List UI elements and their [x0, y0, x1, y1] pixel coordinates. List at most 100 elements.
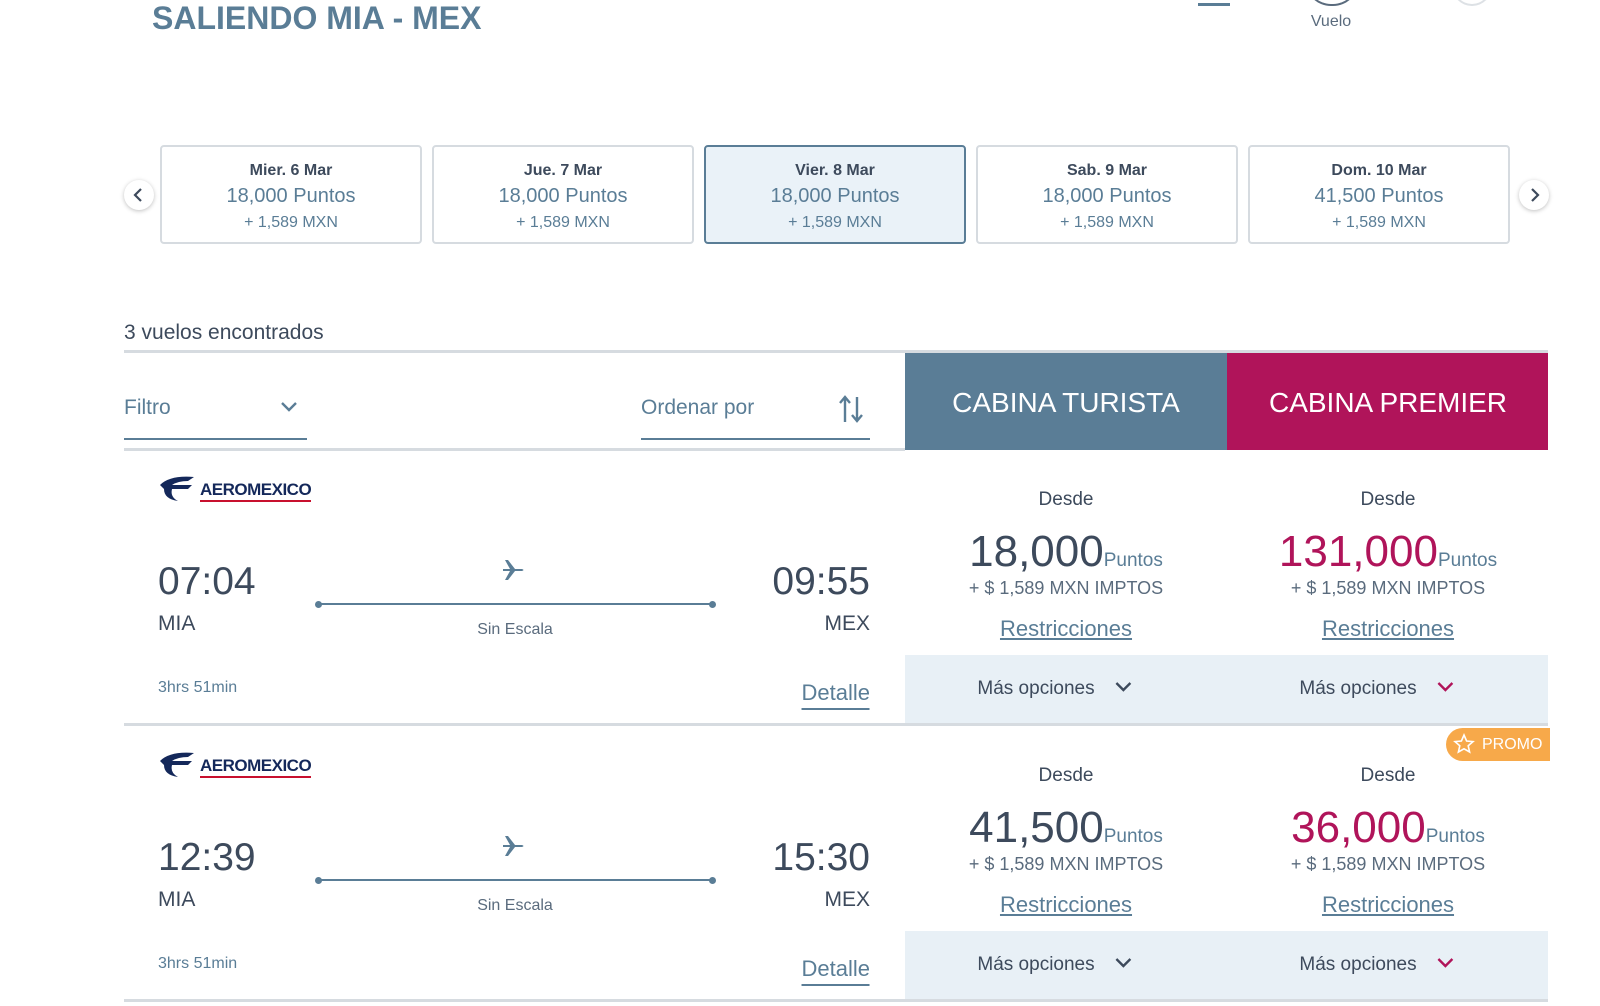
- restrictions-link[interactable]: Restricciones: [999, 616, 1133, 641]
- restrictions-link[interactable]: Restricciones: [1321, 616, 1455, 641]
- cabin-tab[interactable]: [1227, 353, 1548, 450]
- divider: [124, 350, 1548, 353]
- fare-unit: Puntos: [1103, 826, 1163, 847]
- arrive-time: 09:55: [772, 560, 870, 603]
- more-options-label: Más opciones: [1299, 954, 1417, 975]
- logo-icon: [160, 752, 194, 777]
- filter-dropdown[interactable]: Filtro: [124, 396, 307, 440]
- fare-from: Desde: [1360, 765, 1416, 786]
- date-cash: + 1,589 MXN: [1332, 214, 1426, 231]
- fare-taxes: + $ 1,589 MXN IMPTOS: [1290, 578, 1486, 598]
- fare-from: Desde: [1360, 489, 1416, 510]
- duration: 3hrs 51min: [158, 679, 238, 696]
- plane-icon: [503, 836, 524, 856]
- options-bar: [905, 655, 1548, 723]
- airline-name: AEROMEXICO: [200, 756, 312, 778]
- fare-unit: Puntos: [1437, 550, 1498, 571]
- date-day: Sab. 9 Mar: [1066, 162, 1148, 179]
- date-points: 18,000 Puntos: [226, 185, 356, 207]
- date-card[interactable]: Vier. 8 Mar 18,000 Puntos + 1,589 MXN: [704, 145, 966, 244]
- fare-price: 36,000Puntos: [1291, 803, 1485, 853]
- fare-points: 131,000: [1278, 527, 1438, 576]
- fare-from: Desde: [1038, 489, 1094, 510]
- date-card[interactable]: Dom. 10 Mar 41,500 Puntos + 1,589 MXN: [1248, 145, 1510, 244]
- airline-logo: AEROMEXICO: [158, 749, 312, 784]
- depart-time: 07:04: [158, 560, 256, 603]
- date-cash: + 1,589 MXN: [788, 214, 882, 231]
- date-card[interactable]: Jue. 7 Mar 18,000 Puntos + 1,589 MXN: [432, 145, 694, 244]
- depart-time: 12:39: [158, 836, 256, 879]
- fare-from: Desde: [1038, 765, 1094, 786]
- sort-dropdown[interactable]: Ordenar por: [641, 395, 870, 440]
- fare-points: 36,000: [1291, 803, 1426, 852]
- more-options[interactable]: Más opciones: [1299, 954, 1456, 976]
- plane-icon: [503, 560, 524, 580]
- page-title: SALIENDO MIA - MEX: [152, 0, 482, 36]
- date-points: 18,000 Puntos: [498, 185, 628, 207]
- more-options[interactable]: Más opciones: [1299, 678, 1456, 700]
- date-points: 18,000 Puntos: [1042, 185, 1172, 207]
- stops: Sin Escala: [477, 897, 553, 914]
- restrictions-link[interactable]: Restricciones: [1321, 892, 1455, 917]
- divider: [124, 999, 1548, 1002]
- fare-price: 18,000Puntos: [969, 527, 1163, 577]
- date-day: Dom. 10 Mar: [1331, 162, 1427, 179]
- fare-points: 41,500: [969, 803, 1104, 852]
- more-options[interactable]: Más opciones: [977, 954, 1134, 976]
- prev-arrow[interactable]: [124, 180, 154, 210]
- logo-icon: [160, 476, 194, 501]
- fare-unit: Puntos: [1103, 550, 1163, 571]
- route-dot: [709, 601, 716, 608]
- date-points: 18,000 Puntos: [770, 185, 900, 207]
- fare-unit: Puntos: [1425, 826, 1485, 847]
- fare-taxes: + $ 1,589 MXN IMPTOS: [1290, 854, 1486, 874]
- more-options[interactable]: Más opciones: [977, 678, 1134, 700]
- fare-price: 41,500Puntos: [969, 803, 1163, 853]
- cabin-title: CABINA PREMIER: [1268, 387, 1508, 418]
- more-options-label: Más opciones: [977, 678, 1095, 699]
- date-day: Mier. 6 Mar: [249, 162, 333, 179]
- date-points: 41,500 Puntos: [1314, 185, 1444, 207]
- arrive-code: MEX: [824, 612, 870, 635]
- stops: Sin Escala: [477, 621, 553, 638]
- fare-taxes: + $ 1,589 MXN IMPTOS: [968, 578, 1164, 598]
- route-dot: [315, 877, 322, 884]
- restrictions-link[interactable]: Restricciones: [999, 892, 1133, 917]
- cabin-tab[interactable]: [905, 353, 1227, 450]
- star-icon: [1453, 733, 1475, 754]
- route-dot: [709, 877, 716, 884]
- sort-label: Ordenar por: [641, 396, 755, 419]
- detail-link[interactable]: Detalle: [801, 956, 870, 986]
- results-count: 3 vuelos encontrados: [124, 321, 324, 344]
- promo-label: PROMO: [1482, 736, 1543, 753]
- route-line: [318, 879, 712, 881]
- step-label: Vuelo: [1310, 13, 1352, 30]
- cabin-title: CABINA TURISTA: [952, 387, 1180, 418]
- airline-logo: AEROMEXICO: [158, 473, 312, 508]
- chevron: [1437, 958, 1454, 968]
- chevron: [1437, 682, 1454, 692]
- chevron: [1115, 682, 1132, 692]
- date-card[interactable]: Sab. 9 Mar 18,000 Puntos + 1,589 MXN: [976, 145, 1238, 244]
- date-cash: + 1,589 MXN: [244, 214, 338, 231]
- next-arrow[interactable]: [1519, 180, 1549, 210]
- depart-code: MIA: [158, 612, 196, 635]
- arrive-time: 15:30: [772, 836, 870, 879]
- more-options-label: Más opciones: [977, 954, 1095, 975]
- date-day: Jue. 7 Mar: [523, 162, 603, 179]
- chevron: [1115, 958, 1132, 968]
- step-icon: [1198, 0, 1230, 6]
- fare-price: 131,000Puntos: [1279, 527, 1497, 577]
- date-cash: + 1,589 MXN: [516, 214, 610, 231]
- step-icon: [1452, 0, 1492, 6]
- divider: [124, 448, 905, 451]
- duration: 3hrs 51min: [158, 955, 238, 972]
- sort-icon: [839, 395, 863, 423]
- promo-badge: PROMO: [1446, 728, 1550, 761]
- detail-link[interactable]: Detalle: [801, 680, 870, 710]
- fare-points: 18,000: [969, 527, 1104, 576]
- route-line: [318, 603, 712, 605]
- depart-code: MIA: [158, 888, 196, 911]
- date-card[interactable]: Mier. 6 Mar 18,000 Puntos + 1,589 MXN: [160, 145, 422, 244]
